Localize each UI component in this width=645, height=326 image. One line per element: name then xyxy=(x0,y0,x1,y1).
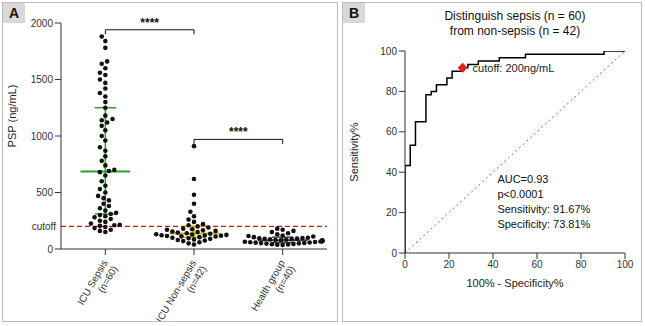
html-text:Sensitivity%: Sensitivity% xyxy=(348,122,360,182)
svg-text:0: 0 xyxy=(391,248,397,259)
svg-text:1000: 1000 xyxy=(31,131,54,142)
svg-text:20: 20 xyxy=(443,259,455,270)
svg-text:ICU Sepsis(n=60): ICU Sepsis(n=60) xyxy=(75,258,119,313)
html-text:Specificity: 73.81%: Specificity: 73.81% xyxy=(497,218,591,231)
html-text:100% - Specificity%: 100% - Specificity% xyxy=(466,277,564,289)
svg-text:60: 60 xyxy=(386,126,398,137)
svg-text:100: 100 xyxy=(617,259,634,270)
html-text:B: B xyxy=(348,5,360,21)
svg-text:80: 80 xyxy=(575,259,587,270)
svg-text:0: 0 xyxy=(47,244,53,255)
svg-text:40: 40 xyxy=(386,167,398,178)
svg-text:****: **** xyxy=(140,16,159,30)
svg-text:cutoff: 200ng/mL: cutoff: 200ng/mL xyxy=(473,62,555,74)
svg-text:40: 40 xyxy=(487,259,499,270)
svg-text:20: 20 xyxy=(386,207,398,218)
html-text:from non-sepsis (n = 42): from non-sepsis (n = 42) xyxy=(449,24,581,38)
svg-text:Health group(n=40): Health group(n=40) xyxy=(249,258,297,319)
svg-text:100: 100 xyxy=(380,46,397,57)
svg-text:1500: 1500 xyxy=(31,74,54,85)
svg-text:80: 80 xyxy=(386,86,398,97)
html-text:A: A xyxy=(8,5,20,21)
html-text:AUC=0.93: AUC=0.93 xyxy=(497,173,549,186)
html-text:p<0.0001: p<0.0001 xyxy=(497,188,544,201)
svg-text:2000: 2000 xyxy=(31,18,54,29)
svg-text:cutoff: cutoff xyxy=(32,221,56,232)
svg-text:ICU Non-sepsis(n=42): ICU Non-sepsis(n=42) xyxy=(154,258,209,321)
svg-text:0: 0 xyxy=(402,259,408,270)
svg-text:60: 60 xyxy=(531,259,543,270)
svg-text:****: **** xyxy=(229,125,248,139)
html-text:Sensitivity: 91.67%: Sensitivity: 91.67% xyxy=(497,203,591,216)
html-text:Distinguish sepsis (n = 60): Distinguish sepsis (n = 60) xyxy=(444,9,586,23)
svg-text:500: 500 xyxy=(36,187,53,198)
html-text:PSP (ng/mL): PSP (ng/mL) xyxy=(6,84,18,148)
